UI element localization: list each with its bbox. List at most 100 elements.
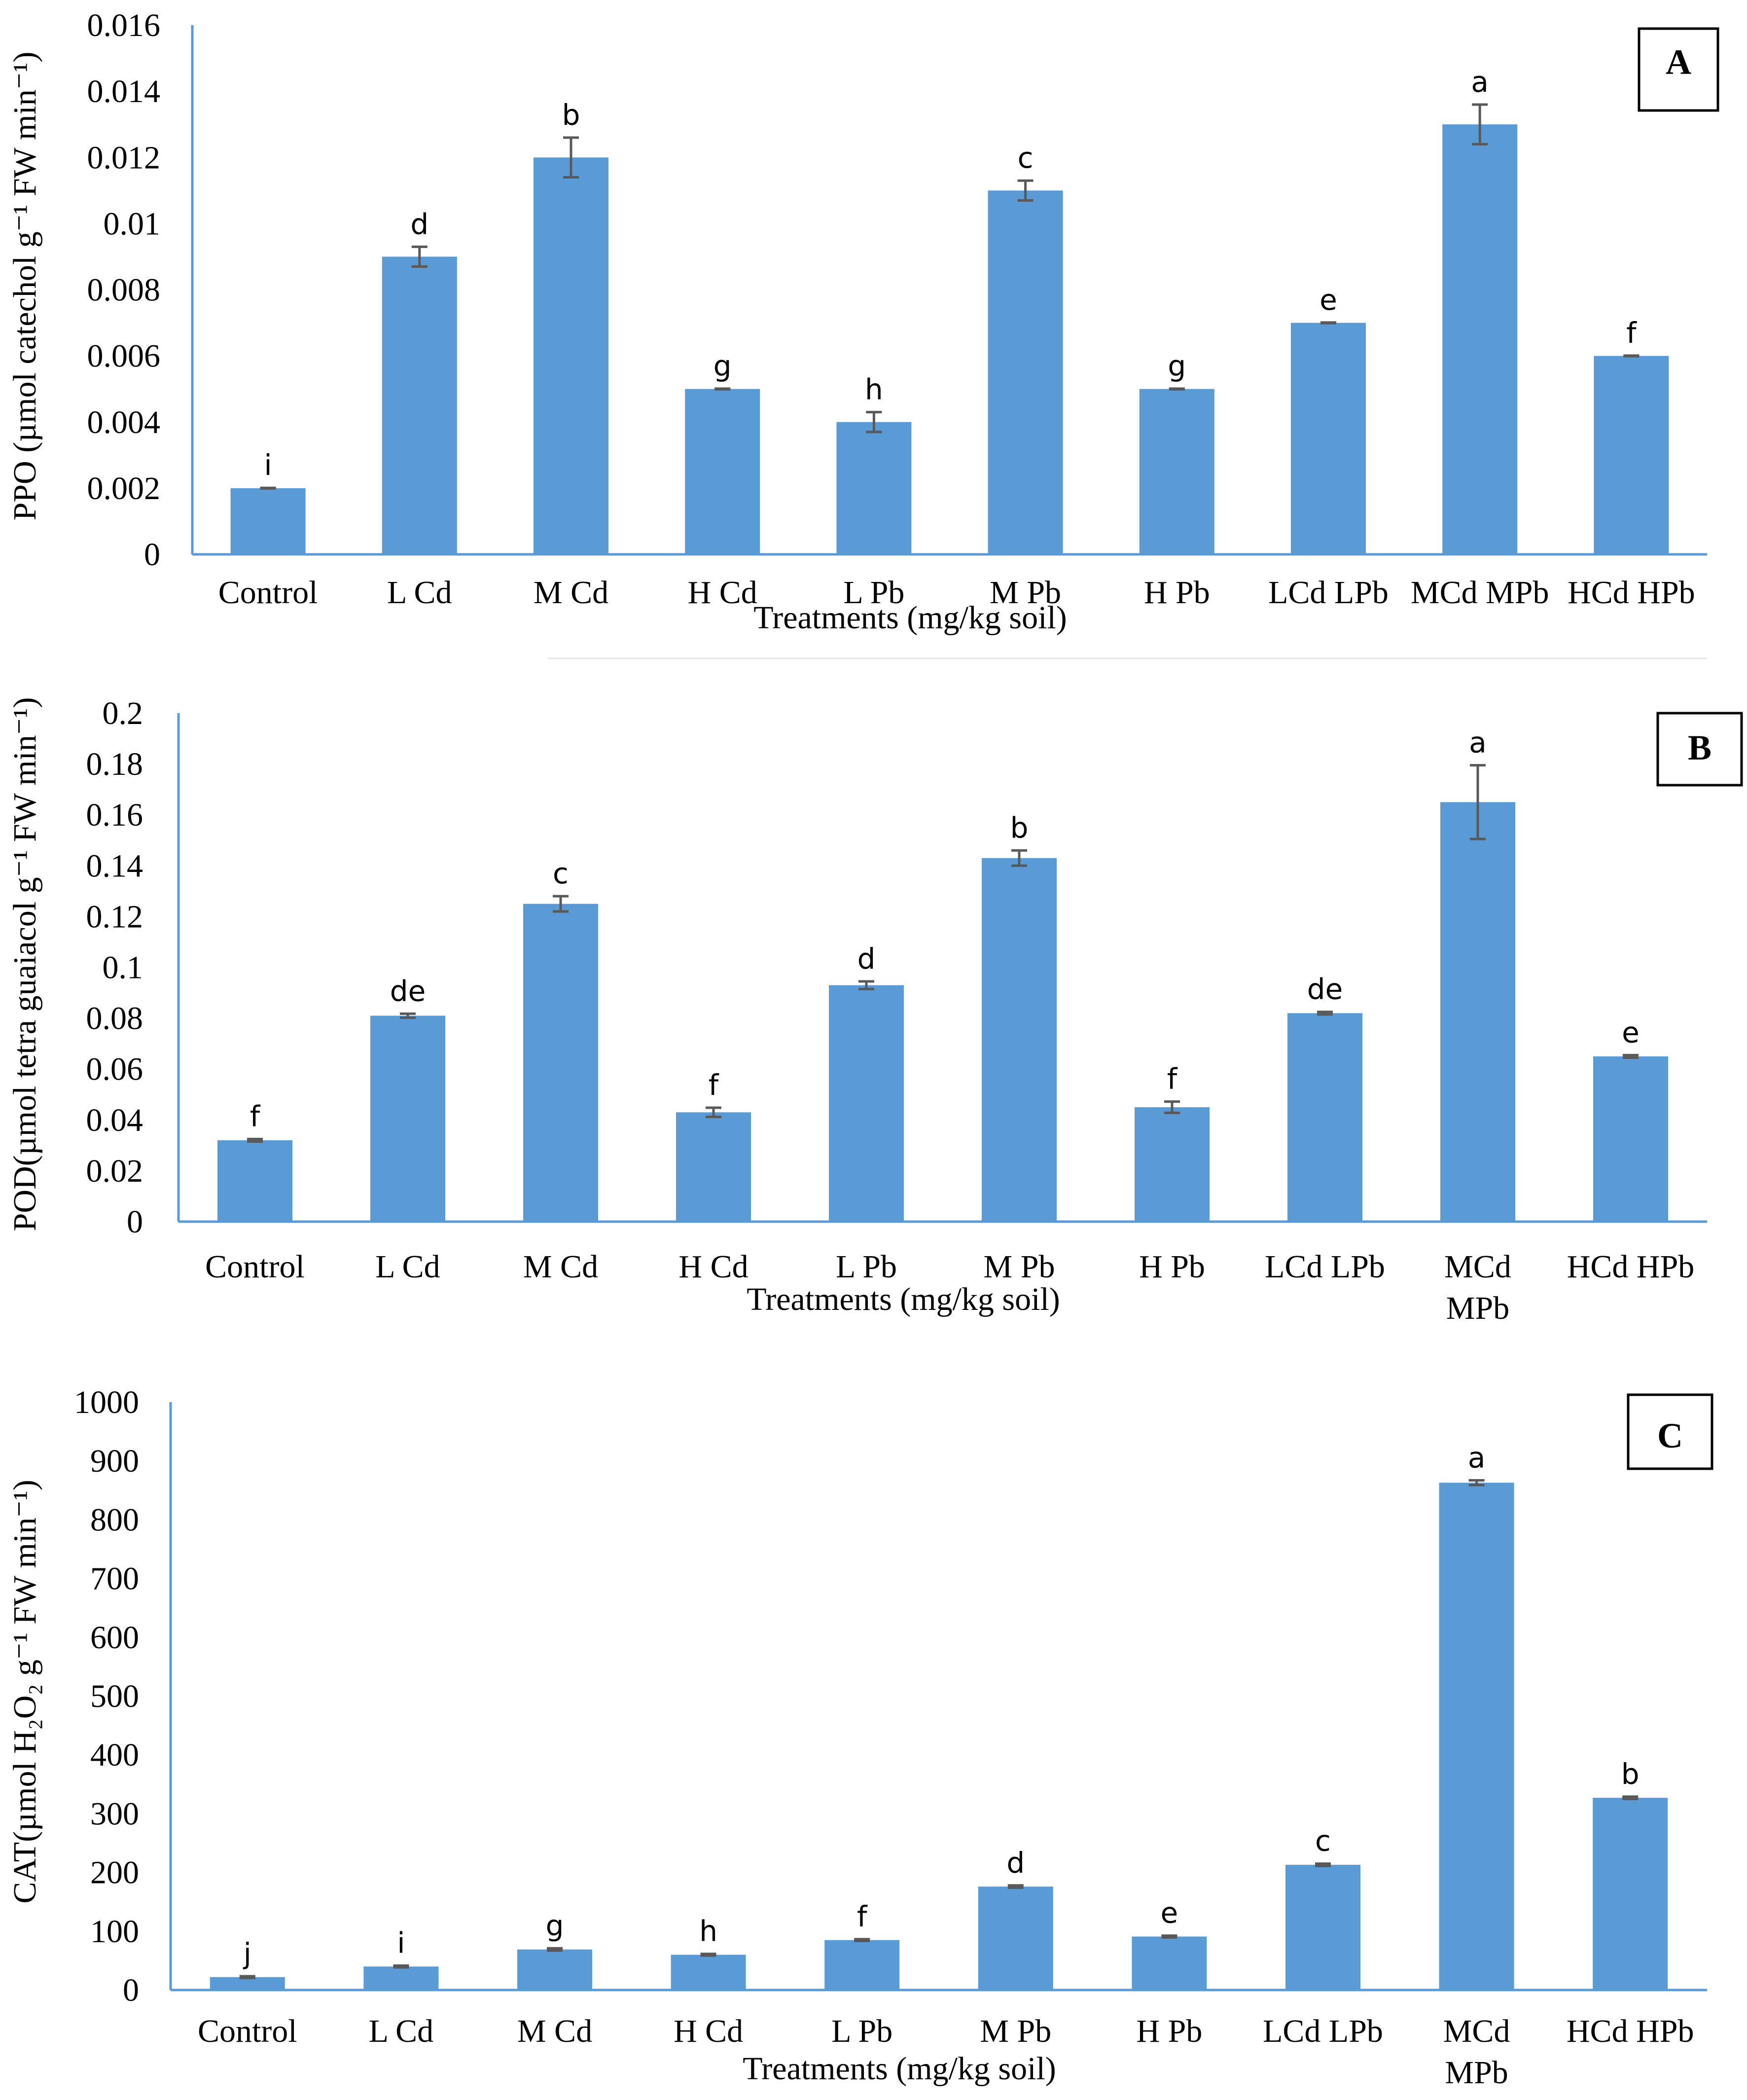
significance-letter: f <box>1167 1062 1178 1096</box>
y-axis-title: POD(µmol tetra guaiacol g⁻¹ FW min⁻¹) <box>7 697 43 1231</box>
chart-panel-b: 0 0.02 0.04 0.06 0.08 0.1 0.12 0.14 0.16 0.18 0.2 f… <box>7 695 1743 1326</box>
bar <box>1439 1483 1514 1990</box>
x-tick-label: LCd LPb <box>1263 2013 1383 2049</box>
x-tick-label: HCd HPb <box>1567 1249 1695 1285</box>
significance-letter: e <box>1319 283 1337 317</box>
x-tick-label: MCd MPb <box>1443 2013 1510 2091</box>
bar <box>676 1112 751 1222</box>
bar <box>671 1955 746 1990</box>
y-axis-title: CAT(µmol H₂O₂ g⁻¹ FW min⁻¹) <box>7 1480 43 1903</box>
y-tick-label: 0.006 <box>87 338 161 374</box>
x-tick-label: LCd LPb <box>1265 1249 1385 1285</box>
y-tick-label: 0.01 <box>104 206 161 242</box>
bar <box>1593 1056 1668 1222</box>
panel-label: C <box>1657 1416 1683 1455</box>
bar <box>1593 1798 1668 1990</box>
bar <box>517 1949 592 1990</box>
panel-label-box <box>1656 712 1743 787</box>
x-tick-label: H Pb <box>1136 2013 1202 2049</box>
significance-letter: d <box>857 942 876 976</box>
x-tick-label: H Pb <box>1144 575 1210 611</box>
significance-letter: c <box>1315 1824 1331 1858</box>
y-tick-label: 0.08 <box>86 1001 143 1037</box>
y-tick-label: 0.12 <box>86 899 143 935</box>
significance-letter: f <box>250 1099 261 1133</box>
significance-letter: i <box>264 448 272 482</box>
bar <box>988 190 1063 554</box>
x-tick-label: L Cd <box>387 575 452 611</box>
bar <box>230 488 306 554</box>
x-tick-label: Control <box>205 1249 305 1285</box>
bar <box>836 422 912 554</box>
bar <box>210 1977 285 1990</box>
significance-letter: de <box>390 974 426 1008</box>
x-axis-title: Treatments (mg/kg soil) <box>743 2051 1056 2087</box>
significance-letter: j <box>243 1937 251 1970</box>
y-tick-label: 900 <box>90 1443 139 1479</box>
x-tick-label: HCd HPb <box>1567 2013 1694 2049</box>
y-tick-label: 0.014 <box>87 73 161 109</box>
x-tick-label: L Pb <box>843 575 904 611</box>
x-tick-label: M Pb <box>984 1249 1055 1285</box>
significance-letter: f <box>709 1068 719 1102</box>
significance-letter: de <box>1307 973 1343 1006</box>
y-tick-label: 0.02 <box>86 1153 143 1189</box>
significance-letter: f <box>857 1900 868 1933</box>
y-axis-title: PPO (µmol catechol g⁻¹ FW min⁻¹) <box>7 52 43 521</box>
significance-letter: a <box>1469 726 1487 760</box>
x-tick-label: M Cd <box>517 2013 592 2049</box>
x-tick-label: MCd MPb <box>1444 1249 1511 1326</box>
bar <box>363 1966 439 1990</box>
significance-letter: c <box>1018 141 1034 175</box>
significance-letter: h <box>865 373 883 406</box>
x-tick-label-line: MPb <box>1446 1290 1509 1326</box>
chart-panel-a: 0 0.002 0.004 0.006 0.008 0.01 0.012 0.014 0.016… <box>7 7 1719 636</box>
bar <box>829 985 904 1222</box>
significance-letter: b <box>1010 811 1029 844</box>
x-tick-label: M Pb <box>990 575 1061 611</box>
y-tick-label: 0.008 <box>87 272 161 308</box>
significance-letter: c <box>553 857 569 890</box>
x-tick-label: L Pb <box>836 1249 897 1285</box>
bar <box>1594 356 1669 554</box>
y-tick-label: 200 <box>90 1855 139 1891</box>
bar <box>382 256 457 554</box>
x-tick-label-line: MCd <box>1443 2013 1510 2049</box>
chart-panel-c: 0 100 200 300 400 500 600 700 800 900 1000 j Control… <box>7 1384 1713 2091</box>
bar <box>1135 1107 1210 1222</box>
y-tick-label: 400 <box>90 1737 139 1773</box>
significance-letter: e <box>1161 1896 1178 1930</box>
panel-label-box <box>1627 1393 1713 1470</box>
y-tick-label: 100 <box>90 1914 139 1950</box>
x-tick-label: L Cd <box>375 1249 440 1285</box>
x-tick-label: M Cd <box>534 575 608 611</box>
x-tick-label: L Cd <box>369 2013 433 2049</box>
significance-letter: i <box>397 1926 405 1960</box>
bar <box>685 389 760 554</box>
significance-letter: h <box>699 1915 717 1948</box>
bar <box>982 858 1057 1222</box>
y-tick-label: 0.1 <box>103 950 143 986</box>
bar <box>217 1140 292 1222</box>
significance-letter: e <box>1622 1015 1640 1049</box>
y-tick-label: 0 <box>144 537 160 573</box>
bar <box>1285 1865 1360 1990</box>
bar <box>1291 323 1366 554</box>
y-tick-label: 500 <box>90 1678 139 1714</box>
panel-label: A <box>1666 42 1691 82</box>
significance-letter: d <box>410 207 428 241</box>
y-tick-label: 0.14 <box>86 848 143 884</box>
x-tick-label: Control <box>218 575 318 611</box>
x-tick-label-line: MCd <box>1444 1249 1511 1285</box>
bar <box>1132 1936 1207 1990</box>
y-tick-label: 0.002 <box>87 471 161 507</box>
y-tick-label: 0 <box>127 1204 143 1240</box>
bar <box>523 904 598 1222</box>
x-axis-title: Treatments (mg/kg soil) <box>747 1281 1060 1317</box>
x-tick-label: H Cd <box>674 2013 743 2049</box>
x-tick-label: HCd HPb <box>1568 575 1695 611</box>
y-tick-label: 0 <box>123 1972 139 2008</box>
x-tick-label: LCd LPb <box>1268 575 1389 611</box>
y-tick-label: 1000 <box>74 1384 139 1420</box>
y-tick-label: 0.16 <box>86 797 143 833</box>
